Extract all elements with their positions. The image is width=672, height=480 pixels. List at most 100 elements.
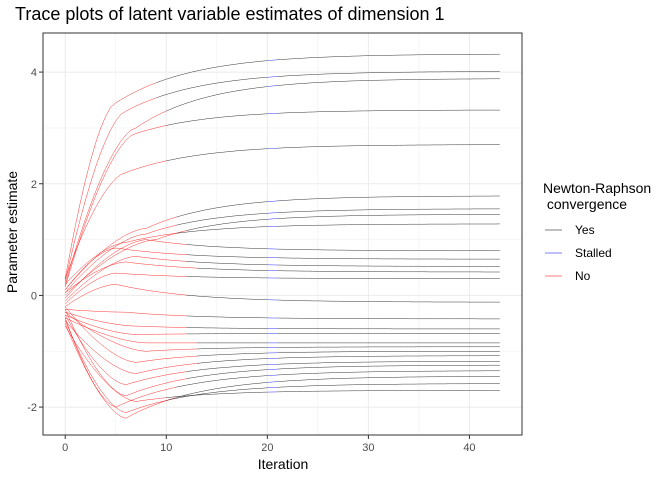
x-tick-label: 30 — [362, 442, 374, 454]
trace-yes-22 — [277, 361, 500, 365]
trace-stalled-23 — [267, 368, 278, 370]
y-tick-label: -2 — [27, 402, 37, 414]
trace-no-23 — [64, 309, 187, 397]
trace-yes-10 — [277, 257, 500, 260]
trace-no-8 — [65, 233, 177, 285]
trace-yes-8 — [176, 226, 268, 234]
x-tick-label: 10 — [160, 442, 172, 454]
trace-yes-14 — [277, 299, 500, 303]
y-tick-label: 4 — [31, 67, 37, 79]
trace-yes-6 — [176, 213, 268, 226]
trace-yes-7 — [277, 214, 500, 219]
trace-no-26 — [64, 320, 167, 413]
legend-label-stalled: Stalled — [575, 246, 612, 260]
trace-stalled-26 — [267, 387, 278, 389]
trace-stalled-0 — [267, 59, 278, 61]
trace-stalled-25 — [267, 381, 278, 383]
trace-yes-2 — [166, 86, 268, 112]
trace-yes-14 — [186, 294, 268, 300]
trace-stalled-4 — [267, 147, 278, 149]
trace-yes-13 — [277, 277, 500, 279]
trace-yes-6 — [277, 208, 500, 213]
trace-yes-3 — [166, 113, 268, 126]
trace-no-15 — [65, 309, 187, 317]
trace-stalled-24 — [267, 374, 278, 376]
plot-area — [42, 32, 523, 436]
trace-yes-2 — [277, 78, 500, 86]
trace-yes-10 — [186, 254, 268, 258]
trace-no-4 — [64, 160, 167, 279]
trace-yes-7 — [186, 219, 268, 231]
trace-no-16 — [65, 311, 187, 328]
trace-yes-9 — [186, 244, 268, 250]
y-axis-title: Parameter estimate — [4, 171, 20, 293]
trace-no-12 — [65, 261, 197, 293]
trace-no-20 — [65, 306, 197, 363]
trace-stalled-6 — [267, 212, 278, 214]
y-tick-label: 0 — [31, 290, 37, 302]
trace-yes-15 — [277, 317, 500, 320]
trace-no-11 — [65, 256, 187, 302]
trace-no-27 — [64, 325, 167, 402]
trace-yes-23 — [186, 369, 268, 379]
trace-yes-12 — [196, 267, 268, 271]
legend-label-no: No — [575, 269, 591, 283]
trace-yes-1 — [156, 77, 268, 99]
trace-no-0 — [64, 82, 157, 279]
y-tick-label: 2 — [31, 179, 37, 191]
chart-title: Trace plots of latent variable estimates… — [15, 4, 445, 24]
trace-yes-25 — [176, 382, 268, 398]
trace-no-9 — [65, 239, 187, 299]
trace-no-19 — [65, 311, 197, 352]
legend: Newton-Raphson convergence Yes Stalled No — [543, 180, 651, 283]
trace-yes-20 — [196, 352, 268, 357]
trace-yes-22 — [186, 364, 268, 372]
trace-yes-20 — [277, 351, 500, 354]
trace-yes-8 — [277, 223, 500, 227]
trace-no-22 — [64, 314, 187, 386]
trace-no-24 — [64, 317, 177, 408]
trace-yes-24 — [176, 375, 268, 388]
trace-yes-5 — [277, 195, 500, 202]
trace-yes-12 — [277, 270, 500, 273]
legend-label-yes: Yes — [575, 223, 595, 237]
trace-yes-24 — [277, 370, 500, 376]
trace-yes-11 — [186, 261, 268, 266]
trace-no-21 — [65, 320, 197, 374]
trace-no-10 — [65, 247, 187, 290]
trace-yes-27 — [166, 391, 268, 398]
x-tick-label: 40 — [463, 442, 475, 454]
x-axis-title: Iteration — [258, 456, 309, 472]
trace-no-13 — [65, 272, 187, 304]
trace-yes-25 — [277, 376, 500, 382]
trace-yes-26 — [277, 383, 500, 388]
legend-title: Newton-Raphson convergence — [543, 180, 651, 212]
trace-yes-16 — [186, 327, 268, 329]
trace-yes-21 — [196, 358, 268, 364]
trace-no-1 — [64, 97, 157, 282]
trace-no-2 — [64, 110, 167, 285]
trace-stalled-2 — [267, 85, 278, 87]
trace-yes-4 — [166, 148, 268, 162]
trace-yes-27 — [277, 390, 500, 393]
trace-yes-11 — [277, 264, 500, 267]
trace-yes-0 — [156, 60, 268, 84]
trace-no-3 — [64, 125, 167, 288]
trace-yes-19 — [196, 347, 268, 350]
trace-stalled-5 — [267, 200, 278, 202]
plot-background — [43, 33, 522, 435]
trace-yes-4 — [277, 144, 500, 149]
trace-yes-23 — [277, 364, 500, 370]
trace-no-5 — [65, 216, 177, 290]
trace-yes-13 — [186, 276, 268, 279]
trace-yes-1 — [277, 71, 500, 77]
trace-yes-26 — [166, 387, 268, 401]
x-tick-label: 0 — [62, 442, 68, 454]
trace-stalled-1 — [267, 76, 278, 78]
trace-stalled-7 — [267, 218, 278, 220]
trace-stalled-3 — [267, 113, 278, 115]
trace-yes-9 — [277, 248, 500, 252]
trace-no-14 — [65, 284, 187, 307]
x-tick-label: 20 — [261, 442, 273, 454]
